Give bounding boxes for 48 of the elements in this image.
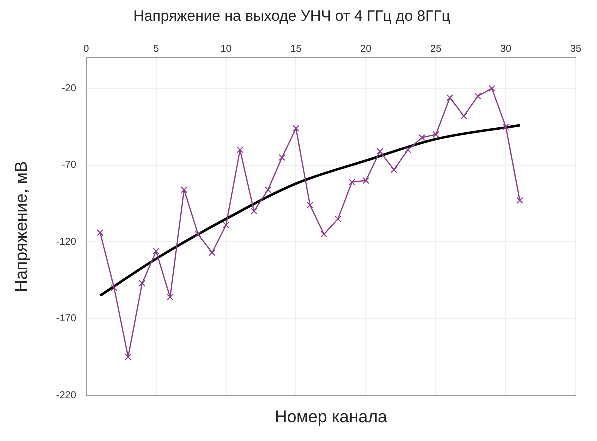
point	[306, 202, 314, 209]
point	[181, 186, 188, 194]
point	[390, 166, 398, 174]
x-tick-label: 15	[290, 44, 302, 55]
point	[474, 93, 482, 100]
y-axis-title: Напряжение, мВ	[12, 161, 31, 292]
point	[362, 177, 370, 184]
point	[432, 131, 440, 138]
y-tick-label: -20	[62, 83, 77, 94]
line-series	[99, 124, 522, 298]
x-axis-title: Номер канала	[274, 407, 388, 426]
point	[488, 85, 496, 92]
point	[236, 146, 244, 154]
x-tick-label: 30	[500, 44, 512, 55]
point	[516, 197, 524, 204]
point	[418, 134, 426, 142]
point	[153, 248, 160, 255]
point	[502, 124, 510, 130]
x-tick-label: 5	[154, 44, 160, 55]
point	[404, 146, 412, 154]
point	[125, 354, 132, 361]
x-tick-label: 10	[220, 44, 232, 55]
x-tick-label: 0	[84, 44, 90, 55]
point	[278, 154, 286, 162]
point	[250, 208, 258, 215]
x-tick-label: 20	[360, 44, 372, 55]
point	[208, 250, 216, 256]
point	[334, 216, 342, 222]
point	[139, 280, 146, 287]
point	[167, 294, 174, 301]
point	[446, 94, 454, 102]
point	[264, 186, 272, 194]
point	[376, 148, 384, 155]
y-tick-label: -70	[62, 160, 77, 172]
point	[348, 178, 356, 186]
y-tick-label: -170	[56, 314, 77, 325]
y-tick-label: -220	[56, 390, 77, 402]
point	[222, 222, 230, 229]
point	[320, 231, 328, 238]
chart-title: Напряжение на выходе УНЧ от 4 ГГц до 8ГГц	[134, 8, 451, 26]
x-tick-label: 25	[430, 44, 442, 55]
point	[97, 230, 104, 236]
y-tick-label: -120	[56, 236, 77, 248]
point	[292, 125, 300, 132]
x-tick-label: 35	[570, 44, 582, 55]
point	[111, 284, 118, 292]
point	[460, 112, 468, 120]
point	[194, 231, 202, 238]
